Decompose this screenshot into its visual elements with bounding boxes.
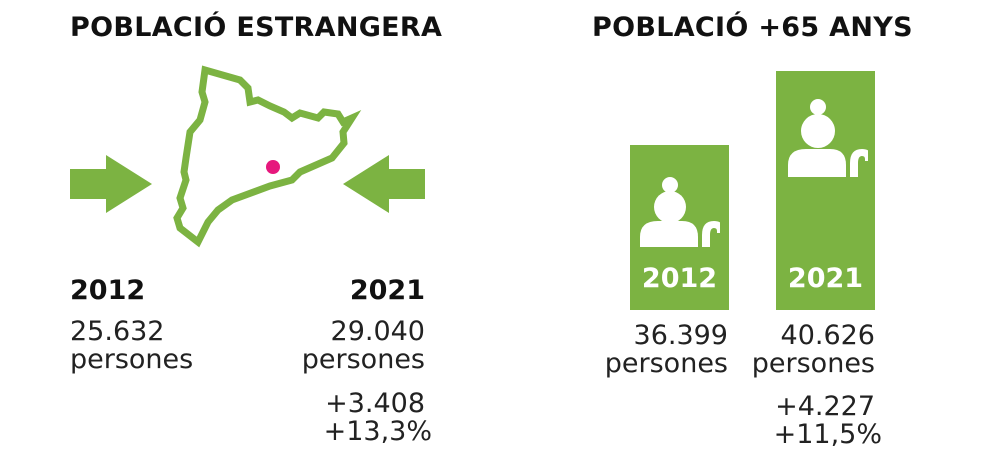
elderly-delta-abs: +4.227 bbox=[775, 391, 875, 422]
location-dot-icon bbox=[266, 160, 280, 174]
arrow-left-icon bbox=[343, 155, 425, 213]
foreign-population-title: POBLACIÓ ESTRANGERA bbox=[70, 12, 443, 43]
elderly-person-icon bbox=[788, 99, 868, 177]
foreign-value-2021: 29.040 bbox=[330, 316, 425, 347]
foreign-delta-pct: +13,3% bbox=[323, 416, 432, 447]
bar-2021: 2021 bbox=[776, 71, 875, 310]
elderly-unit-2021: persones bbox=[751, 348, 875, 379]
foreign-delta-abs: +3.408 bbox=[325, 388, 425, 419]
foreign-unit-2021: persones bbox=[301, 344, 425, 375]
foreign-year-2012: 2012 bbox=[70, 275, 146, 306]
bar-year-2021: 2021 bbox=[787, 263, 864, 294]
foreign-unit-2012: persones bbox=[70, 344, 194, 375]
foreign-value-2012: 25.632 bbox=[70, 316, 165, 347]
bar-year-2012: 2012 bbox=[641, 263, 718, 294]
elderly-value-2012: 36.399 bbox=[633, 320, 728, 351]
elderly-delta-pct: +11,5% bbox=[773, 419, 882, 450]
arrow-right-icon bbox=[70, 155, 152, 213]
elderly-unit-2012: persones bbox=[604, 348, 728, 379]
elderly-population-title: POBLACIÓ +65 ANYS bbox=[592, 12, 913, 43]
foreign-year-2021: 2021 bbox=[349, 275, 425, 306]
elderly-value-2021: 40.626 bbox=[780, 320, 875, 351]
bar-2012: 2012 bbox=[630, 145, 729, 310]
elderly-person-icon bbox=[640, 177, 720, 247]
